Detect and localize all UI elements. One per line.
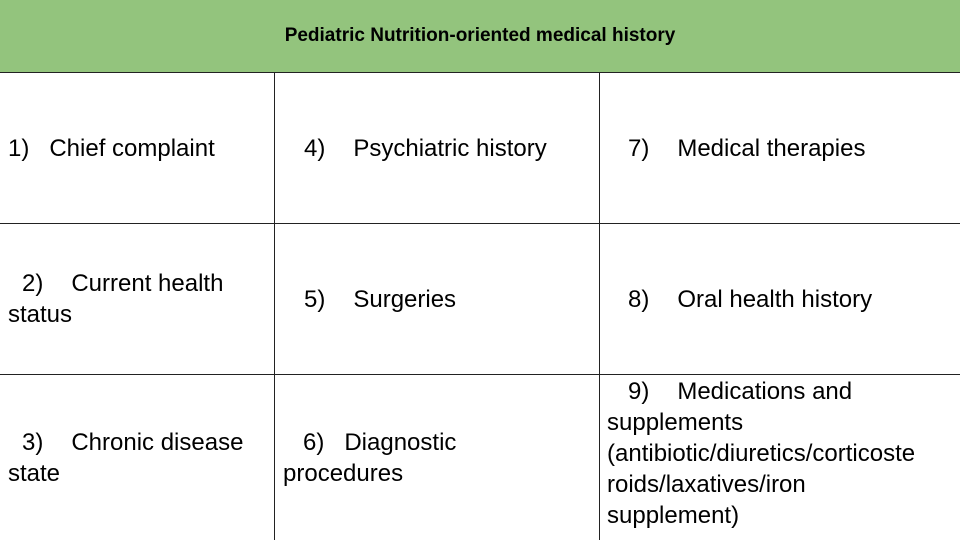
item-number: 5) (304, 285, 326, 313)
item-label: Medical therapies (677, 134, 866, 162)
item-label: Medications and (677, 378, 853, 405)
item-label-continued: (antibiotic/diuretics/corticoste (607, 440, 916, 467)
table-cell-item-4: 4) Psychiatric history (275, 73, 599, 223)
history-table: 1) Chief complaint 2) Current health statu… (0, 73, 960, 540)
item-label: Diagnostic (344, 428, 457, 456)
item-label: Current health (71, 270, 224, 297)
item-label-continued: supplement) (607, 502, 740, 529)
item-number: 9) (628, 378, 650, 405)
item-label-continued: roids/laxatives/iron (607, 471, 806, 498)
table-cell-item-1: 1) Chief complaint (0, 73, 274, 223)
item-number: 1) (8, 134, 30, 162)
row-divider (0, 374, 960, 375)
table-cell-item-8: 8) Oral health history (600, 224, 960, 374)
item-label: Chief complaint (49, 134, 215, 162)
row-divider (0, 223, 960, 224)
item-label-continued: state (8, 459, 61, 487)
table-header: Pediatric Nutrition-oriented medical his… (0, 0, 960, 73)
column-divider (599, 73, 600, 540)
item-number: 7) (628, 134, 650, 162)
table-title: Pediatric Nutrition-oriented medical his… (284, 25, 676, 46)
table-cell-item-7: 7) Medical therapies (600, 73, 960, 223)
item-label-continued: supplements (607, 409, 744, 436)
item-label-continued: status (8, 301, 73, 328)
item-number: 8) (628, 285, 650, 313)
item-number: 4) (304, 134, 326, 162)
table-cell-item-9: 9) Medications and supplements (antibioti… (600, 375, 960, 540)
table-cell-item-2: 2) Current health status (0, 224, 274, 374)
item-label: Psychiatric history (353, 134, 547, 162)
table-cell-item-6: 6) Diagnostic procedures (275, 375, 599, 540)
item-label: Chronic disease (71, 428, 244, 456)
item-number: 3) (22, 428, 44, 456)
item-label: Surgeries (353, 285, 457, 313)
item-label-continued: procedures (283, 459, 404, 487)
table-cell-item-5: 5) Surgeries (275, 224, 599, 374)
column-divider (274, 73, 275, 540)
table-cell-item-3: 3) Chronic disease state (0, 375, 274, 540)
item-number: 2) (22, 270, 44, 297)
item-number: 6) (303, 428, 325, 456)
item-label: Oral health history (677, 285, 873, 313)
